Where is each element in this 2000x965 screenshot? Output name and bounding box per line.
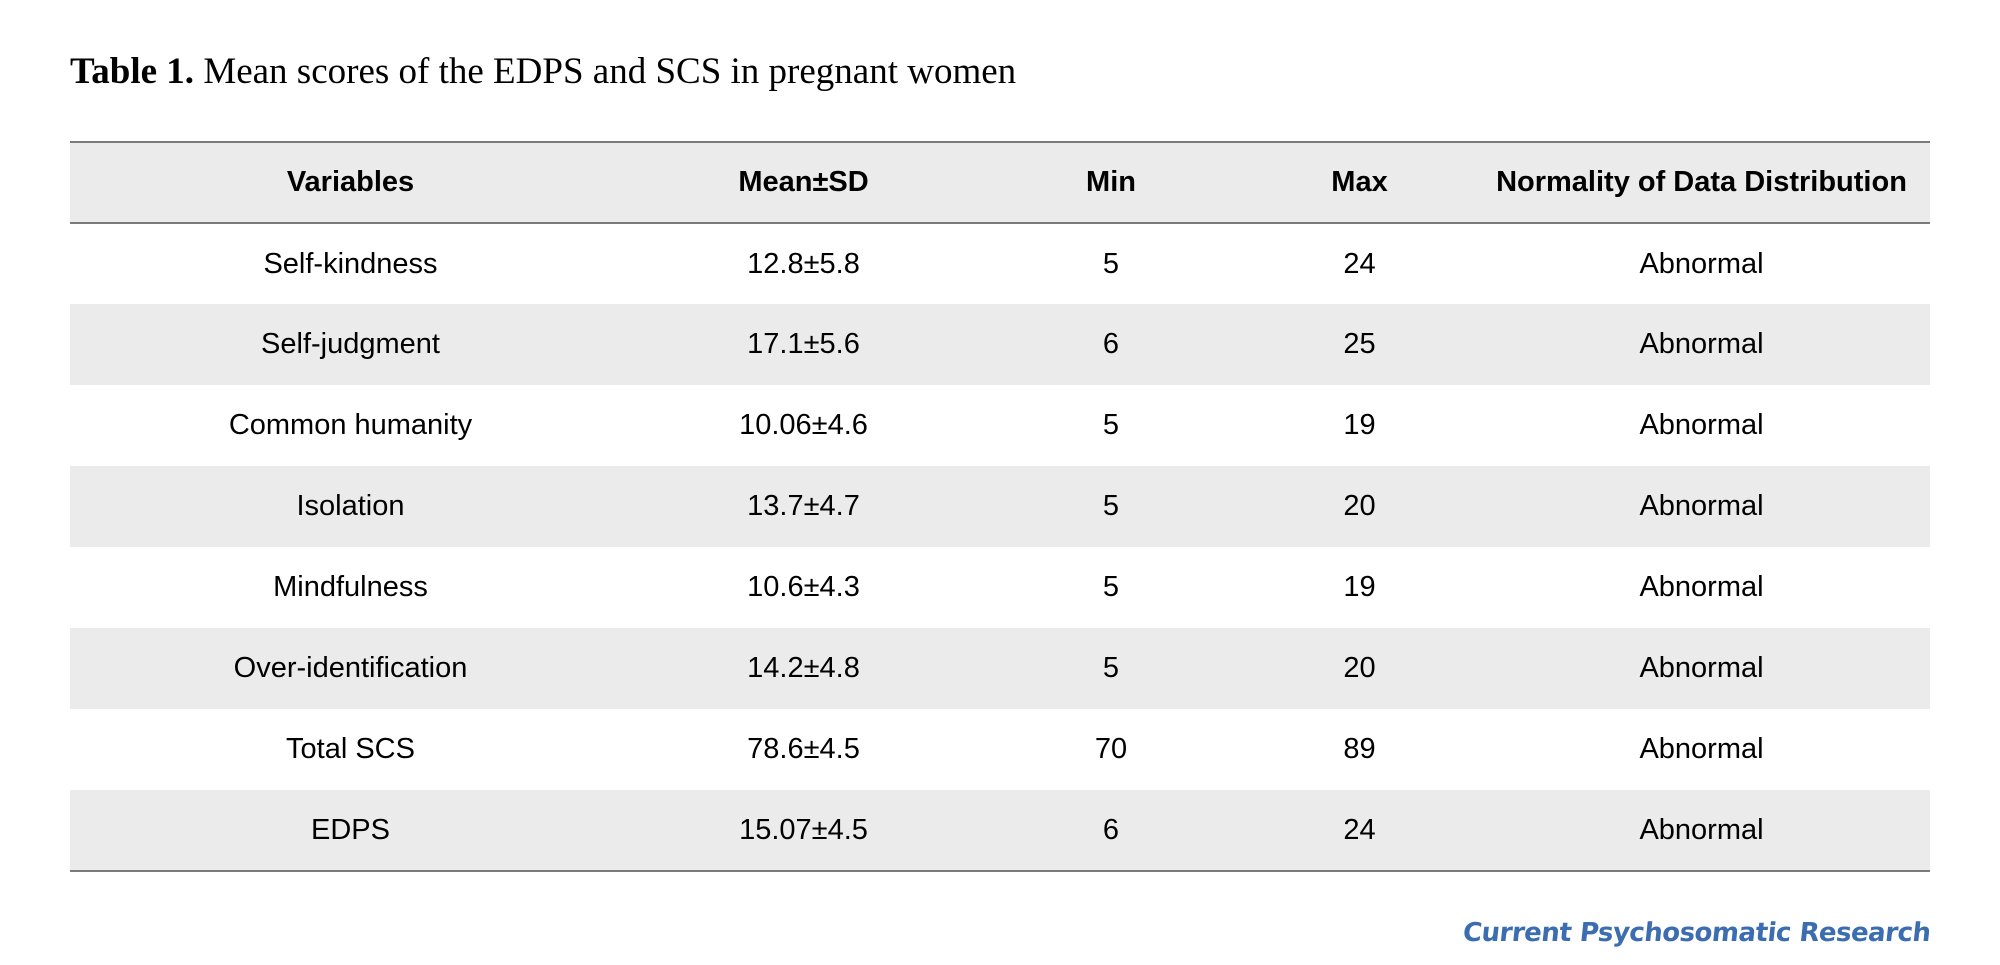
cell-min: 5 [1102,490,1120,522]
table-row: EDPS 15.07±4.5 6 24 Abnormal [70,790,1930,871]
cell-min: 5 [1102,409,1120,441]
cell-max: 25 [1343,328,1376,360]
cell-max: 20 [1343,652,1376,684]
cell-min: 5 [1102,652,1120,684]
cell-variable: Total SCS [286,733,415,765]
cell-max: 24 [1343,247,1376,280]
cell-variable: Over-identification [233,652,468,684]
cell-mean-sd: 15.07±4.5 [739,813,868,846]
cell-min: 6 [1102,328,1120,360]
header-row: Variables Mean±SD Min Max Normality of D… [70,142,1930,223]
cell-normality: Abnormal [1639,652,1764,684]
cell-min: 5 [1102,247,1120,280]
cell-max: 89 [1343,733,1376,765]
table-caption: Table 1. Mean scores of the EDPS and SCS… [70,48,1016,96]
table-body: Self-kindness 12.8±5.8 5 24 Abnormal Sel… [70,223,1930,871]
cell-mean-sd: 10.6±4.3 [747,571,860,603]
cell-normality: Abnormal [1639,247,1764,280]
table-row: Self-kindness 12.8±5.8 5 24 Abnormal [70,223,1930,304]
cell-variable: Self-kindness [263,247,438,280]
table-header: Variables Mean±SD Min Max Normality of D… [70,142,1930,223]
cell-variable: Isolation [296,490,405,522]
cell-variable: Common humanity [228,409,473,441]
cell-normality: Abnormal [1639,733,1764,765]
cell-mean-sd: 10.06±4.6 [739,409,868,441]
cell-variable: EDPS [311,813,390,846]
cell-mean-sd: 14.2±4.8 [747,652,860,684]
cell-variable: Self-judgment [261,328,440,360]
cell-min: 5 [1102,571,1120,603]
column-header-variables: Variables [286,166,415,198]
cell-min: 6 [1102,813,1120,846]
table-caption-label: Table 1. [70,51,195,92]
cell-max: 19 [1343,571,1376,603]
table-row: Mindfulness 10.6±4.3 5 19 Abnormal [70,547,1930,628]
cell-mean-sd: 78.6±4.5 [747,733,860,765]
cell-normality: Abnormal [1639,813,1764,846]
table-row: Isolation 13.7±4.7 5 20 Abnormal [70,466,1930,547]
scores-table: Variables Mean±SD Min Max Normality of D… [70,141,1930,872]
cell-min: 70 [1094,733,1128,765]
cell-variable: Mindfulness [273,571,428,603]
table-row: Total SCS 78.6±4.5 70 89 Abnormal [70,709,1930,790]
table-row: Common humanity 10.06±4.6 5 19 Abnormal [70,385,1930,466]
table-caption-text: Mean scores of the EDPS and SCS in pregn… [194,51,1017,92]
journal-logo: Current Psychosomatic Research [1460,918,1932,948]
column-header-mean-sd: Mean±SD [738,166,869,198]
cell-max: 20 [1343,490,1376,522]
cell-max: 19 [1343,409,1376,441]
cell-max: 24 [1343,813,1376,846]
cell-mean-sd: 13.7±4.7 [747,490,860,522]
table-row: Self-judgment 17.1±5.6 6 25 Abnormal [70,304,1930,385]
cell-mean-sd: 12.8±5.8 [747,247,860,280]
table-row: Over-identification 14.2±4.8 5 20 Abnorm… [70,628,1930,709]
column-header-normality: Normality of Data Distribution [1496,166,1907,198]
cell-normality: Abnormal [1639,409,1764,441]
column-header-max: Max [1331,166,1388,198]
cell-normality: Abnormal [1639,328,1764,360]
cell-normality: Abnormal [1639,571,1764,603]
cell-mean-sd: 17.1±5.6 [747,328,860,360]
column-header-min: Min [1086,166,1136,198]
cell-normality: Abnormal [1639,490,1764,522]
